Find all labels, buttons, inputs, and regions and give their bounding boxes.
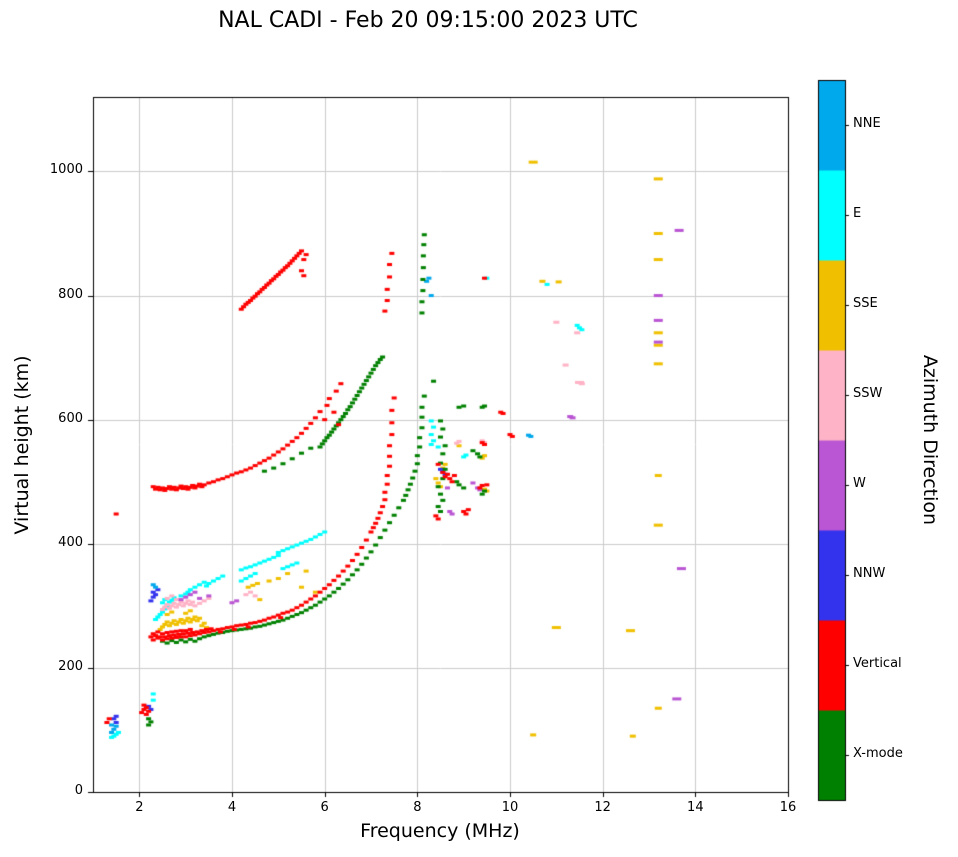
y-tick-label: 800 xyxy=(58,286,83,302)
y-tick-label: 400 xyxy=(58,534,83,550)
y-tick-label: 0 xyxy=(74,783,83,798)
x-tick-label: 14 xyxy=(687,800,704,815)
x-tick-label: 16 xyxy=(779,800,797,815)
colorbar-category-label: W xyxy=(853,476,866,491)
colorbar-label: Azimuth Direction xyxy=(919,354,941,526)
x-tick-label: 12 xyxy=(594,800,611,815)
y-tick-label: 200 xyxy=(58,658,83,674)
colorbar-category-label: NNW xyxy=(853,566,886,581)
colorbar-category-label: E xyxy=(853,206,862,221)
colorbar-category-label: Vertical xyxy=(853,656,902,671)
y-axis-label: Virtual height (km) xyxy=(11,355,33,535)
y-tick-label: 600 xyxy=(58,410,83,426)
x-axis-label: Frequency (MHz) xyxy=(360,820,520,842)
colorbar-category-label: X-mode xyxy=(853,746,903,761)
y-tick-label: 1000 xyxy=(49,162,83,178)
colorbar-category-label: NNE xyxy=(853,116,881,131)
x-tick-label: 6 xyxy=(320,800,329,815)
colorbar-category-label: SSE xyxy=(853,296,878,311)
x-tick-label: 10 xyxy=(501,800,519,815)
chart-title: NAL CADI - Feb 20 09:15:00 2023 UTC xyxy=(218,8,638,33)
colorbar-category-label: SSW xyxy=(853,386,883,401)
x-tick-label: 2 xyxy=(135,800,144,815)
x-tick-label: 8 xyxy=(413,800,422,815)
x-tick-label: 4 xyxy=(227,800,237,815)
